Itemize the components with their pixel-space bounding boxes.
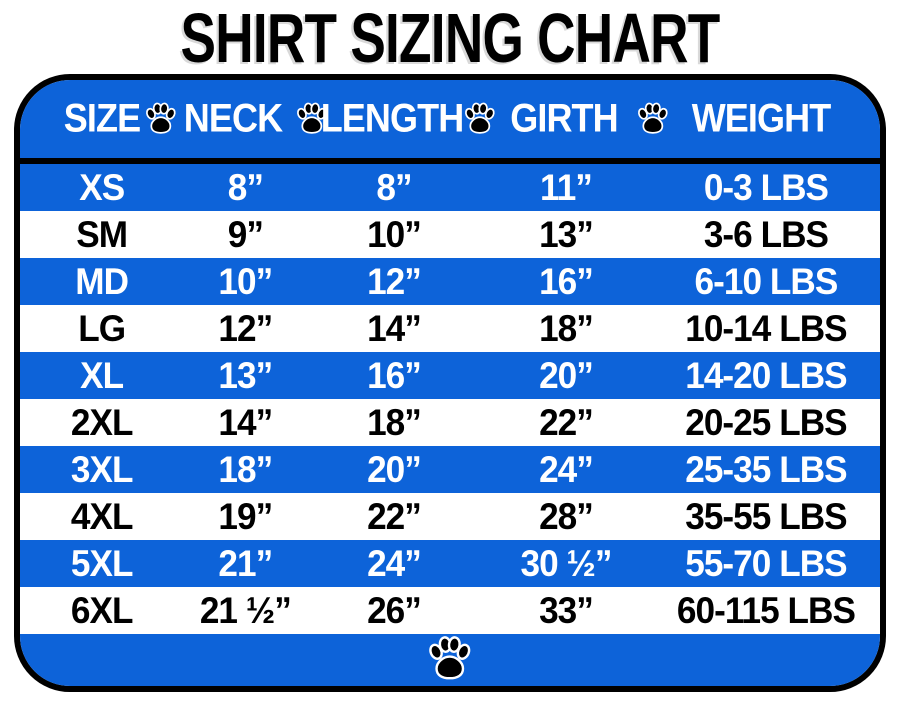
cell-weight: 25-35 LBS — [685, 449, 847, 490]
paw-icon — [144, 102, 178, 134]
table-row: MD 10” 12” 16” 6-10 LBS — [20, 258, 880, 305]
table-row: 5XL 21” 24” 30 ½” 55-70 LBS — [20, 540, 880, 587]
cell-size: MD — [75, 261, 129, 302]
cell-weight: 3-6 LBS — [703, 214, 829, 255]
cell-length: 24” — [367, 543, 422, 584]
cell-size: 6XL — [70, 590, 134, 631]
cell-girth: 33” — [539, 590, 594, 631]
cell-girth: 13” — [539, 214, 594, 255]
cell-girth: 18” — [539, 308, 594, 349]
cell-neck: 19” — [218, 496, 274, 537]
table-row: LG 12” 14” 18” 10-14 LBS — [20, 305, 880, 352]
cell-neck: 9” — [228, 214, 264, 255]
cell-neck: 21 ½” — [200, 590, 292, 631]
paw-icon — [427, 635, 473, 680]
paw-icon — [463, 102, 497, 134]
cell-length: 14” — [367, 308, 422, 349]
paw-icon — [636, 102, 670, 134]
table-rows: XS 8” 8” 11” 0-3 LBS SM 9” 10” 13” 3-6 LBS MD 10” 12… — [20, 164, 880, 634]
cell-neck: 8” — [228, 167, 264, 208]
cell-weight: 10-14 LBS — [685, 308, 847, 349]
cell-girth: 30 ½” — [520, 543, 613, 584]
cell-size: 3XL — [70, 449, 134, 490]
cell-neck: 18” — [218, 449, 274, 490]
table-row: XL 13” 16” 20” 14-20 LBS — [20, 352, 880, 399]
cell-girth: 16” — [539, 261, 594, 302]
cell-neck: 10” — [218, 261, 274, 302]
cell-girth: 11” — [540, 167, 593, 208]
table-row: SM 9” 10” 13” 3-6 LBS — [20, 211, 880, 258]
cell-weight: 55-70 LBS — [685, 543, 847, 584]
cell-neck: 14” — [218, 402, 274, 443]
cell-weight: 20-25 LBS — [685, 402, 847, 443]
cell-size: LG — [78, 308, 126, 349]
column-header-girth: GIRTH — [510, 96, 619, 141]
cell-length: 26” — [367, 590, 422, 631]
cell-girth: 24” — [539, 449, 594, 490]
cell-girth: 22” — [539, 402, 594, 443]
cell-size: 5XL — [70, 543, 134, 584]
cell-neck: 13” — [218, 355, 274, 396]
cell-weight: 14-20 LBS — [685, 355, 847, 396]
table-row: 2XL 14” 18” 22” 20-25 LBS — [20, 399, 880, 446]
cell-length: 18” — [367, 402, 422, 443]
sizing-chart-panel: SIZE NECK LENGTH GIRTH WEIGHT XS 8” 8” 11” 0… — [14, 74, 886, 692]
column-header-size: SIZE — [63, 96, 140, 141]
cell-size: SM — [76, 214, 128, 255]
cell-girth: 20” — [539, 355, 594, 396]
cell-size: 2XL — [70, 402, 134, 443]
cell-weight: 35-55 LBS — [685, 496, 847, 537]
table-row: 3XL 18” 20” 24” 25-35 LBS — [20, 446, 880, 493]
cell-size: XS — [79, 167, 125, 208]
table-row: 6XL 21 ½” 26” 33” 60-115 LBS — [20, 587, 880, 634]
table-row: XS 8” 8” 11” 0-3 LBS — [20, 164, 880, 211]
cell-length: 12” — [367, 261, 422, 302]
cell-length: 22” — [367, 496, 422, 537]
column-header-neck: NECK — [184, 96, 283, 141]
cell-girth: 28” — [539, 496, 594, 537]
cell-weight: 6-10 LBS — [694, 261, 839, 302]
cell-neck: 21” — [218, 543, 274, 584]
page-title: SHIRT SIZING CHART — [180, 0, 720, 77]
cell-length: 8” — [376, 167, 412, 208]
column-header-length: LENGTH — [321, 96, 464, 141]
cell-length: 16” — [367, 355, 422, 396]
cell-length: 20” — [367, 449, 422, 490]
table-header-row: SIZE NECK LENGTH GIRTH WEIGHT — [20, 80, 880, 158]
table-row: 4XL 19” 22” 28” 35-55 LBS — [20, 493, 880, 540]
column-header-weight: WEIGHT — [692, 96, 831, 141]
cell-size: 4XL — [70, 496, 134, 537]
cell-neck: 12” — [218, 308, 274, 349]
cell-weight: 0-3 LBS — [703, 167, 829, 208]
cell-length: 10” — [367, 214, 422, 255]
table-footer — [20, 634, 880, 686]
cell-size: XL — [80, 355, 124, 396]
cell-weight: 60-115 LBS — [676, 590, 856, 631]
header-separator-line — [20, 158, 880, 164]
